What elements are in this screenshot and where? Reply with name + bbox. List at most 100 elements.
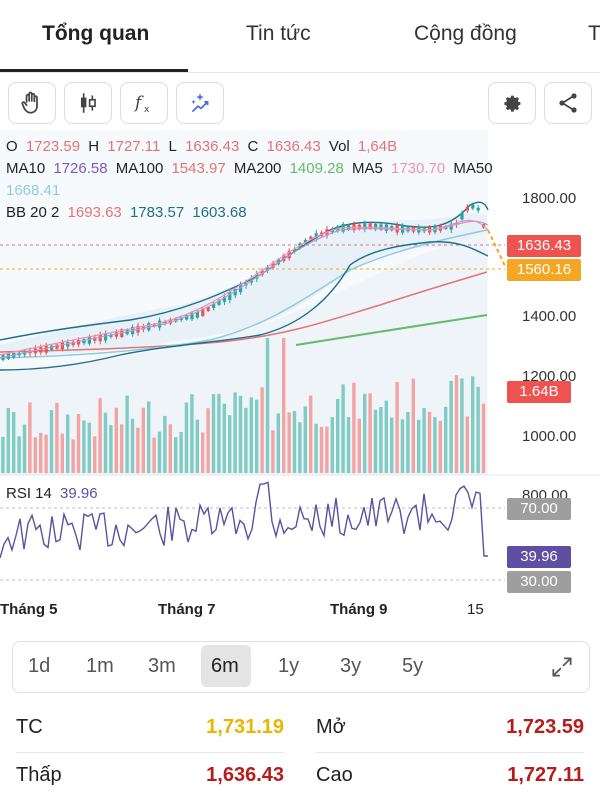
period-3y[interactable]: 3y bbox=[340, 655, 362, 677]
volume-bar bbox=[476, 386, 480, 473]
volume-bar bbox=[390, 417, 394, 473]
settings-button[interactable] bbox=[488, 82, 536, 124]
rsi-label: RSI 14 bbox=[6, 485, 52, 502]
period-1d[interactable]: 1d bbox=[28, 655, 51, 677]
volume-bar bbox=[292, 411, 297, 473]
price-chart[interactable]: O 1723.59 H 1727.11 L 1636.43 C 1636.43 … bbox=[0, 130, 600, 593]
candle-body bbox=[271, 262, 275, 268]
candle-body bbox=[114, 332, 118, 337]
close-label: C bbox=[247, 138, 259, 155]
candle-body bbox=[60, 341, 64, 350]
month-label: Tháng 5 bbox=[0, 601, 58, 618]
volume-bar bbox=[141, 407, 145, 473]
ma200-line bbox=[295, 314, 488, 346]
ma100-value: 1543.97 bbox=[171, 160, 226, 177]
volume-bar bbox=[341, 384, 345, 473]
chart-canvas bbox=[0, 130, 600, 581]
volume-bar bbox=[314, 423, 318, 473]
candle-body bbox=[201, 308, 205, 316]
auto-analysis-button[interactable] bbox=[176, 82, 224, 124]
volume-bar bbox=[417, 419, 421, 473]
volume-bar bbox=[384, 400, 388, 473]
volume-bar bbox=[481, 403, 486, 473]
volume-bar bbox=[6, 407, 10, 473]
expand-icon bbox=[552, 657, 572, 677]
volume-bar bbox=[319, 426, 324, 473]
volume-bar bbox=[98, 398, 102, 473]
price-axis-label: 1200.00 bbox=[522, 368, 577, 385]
ma50-label: MA50 bbox=[453, 160, 493, 177]
volume-bar bbox=[201, 432, 205, 473]
volume-bar bbox=[22, 424, 27, 473]
share-icon bbox=[559, 93, 577, 113]
stat-divider bbox=[16, 752, 284, 753]
candlestick-button[interactable] bbox=[64, 82, 112, 124]
share-button[interactable] bbox=[544, 82, 592, 124]
period-6m[interactable]: 6m bbox=[211, 655, 239, 677]
stat-open-value: 1,723.59 bbox=[506, 716, 584, 738]
volume-bar bbox=[184, 402, 189, 473]
stat-low-label: Thấp bbox=[16, 764, 62, 786]
candle-body bbox=[368, 223, 372, 229]
rsi-line bbox=[0, 481, 488, 559]
period-1m[interactable]: 1m bbox=[86, 655, 114, 677]
candle-body bbox=[357, 224, 361, 229]
last-price-tag: 1636.43 bbox=[507, 235, 581, 257]
volume-value: 1,64B bbox=[357, 138, 398, 155]
volume-bar bbox=[454, 375, 459, 473]
bb-lower-value: 1603.68 bbox=[192, 204, 247, 221]
volume-bar bbox=[460, 378, 464, 473]
candle-body bbox=[168, 319, 172, 324]
tab-overview[interactable]: Tổng quan bbox=[42, 22, 150, 45]
month-label: Tháng 7 bbox=[158, 601, 216, 618]
volume-bar bbox=[120, 424, 124, 473]
volume-bar bbox=[352, 382, 356, 473]
fullscreen-button[interactable] bbox=[549, 654, 575, 680]
volume-bar bbox=[336, 398, 340, 473]
high-label: H bbox=[88, 138, 100, 155]
candlestick-icon bbox=[80, 93, 96, 113]
ma10-label: MA10 bbox=[6, 160, 46, 177]
tab-community[interactable]: Cộng đồng bbox=[414, 22, 517, 45]
volume-bar bbox=[325, 426, 329, 473]
candle-body bbox=[314, 233, 318, 239]
candle-body bbox=[449, 223, 453, 230]
candle-body bbox=[71, 341, 75, 346]
candle-body bbox=[109, 334, 113, 337]
hand-icon bbox=[21, 91, 38, 114]
ma-price-tag: 1560.16 bbox=[507, 259, 581, 281]
volume-bar bbox=[130, 418, 135, 473]
tab-more[interactable]: T bbox=[588, 22, 600, 45]
high-value: 1727.11 bbox=[107, 138, 161, 155]
close-value: 1636.43 bbox=[266, 138, 321, 155]
period-3m[interactable]: 3m bbox=[148, 655, 176, 677]
bb-mid-value: 1693.63 bbox=[67, 204, 122, 221]
hand-tool-button[interactable] bbox=[8, 82, 56, 124]
volume-bar bbox=[244, 407, 248, 473]
candle-body bbox=[87, 336, 91, 344]
volume-bar bbox=[287, 412, 291, 473]
volume-bar bbox=[444, 406, 448, 473]
rsi-upper-tag: 70.00 bbox=[507, 498, 571, 520]
volume-bar bbox=[303, 406, 307, 473]
candle-body bbox=[206, 307, 210, 311]
candle-body bbox=[185, 315, 189, 320]
rsi-value: 39.96 bbox=[60, 485, 98, 502]
candle-body bbox=[282, 255, 286, 262]
volume-bar bbox=[400, 419, 405, 473]
volume-bar bbox=[433, 417, 437, 473]
volume-bar bbox=[60, 433, 64, 473]
tab-news[interactable]: Tin tức bbox=[246, 22, 311, 45]
volume-bar bbox=[12, 411, 16, 473]
period-1y[interactable]: 1y bbox=[278, 655, 300, 677]
volume-bar bbox=[276, 413, 280, 473]
rsi-lower-tag: 30.00 bbox=[507, 571, 571, 593]
candle-body bbox=[77, 340, 81, 345]
bb-upper-value: 1783.57 bbox=[129, 204, 185, 221]
volume-bar bbox=[157, 431, 162, 473]
period-5y[interactable]: 5y bbox=[402, 655, 424, 677]
candle-body bbox=[104, 333, 108, 341]
volume-bar bbox=[363, 393, 367, 473]
volume-bar bbox=[136, 427, 140, 473]
